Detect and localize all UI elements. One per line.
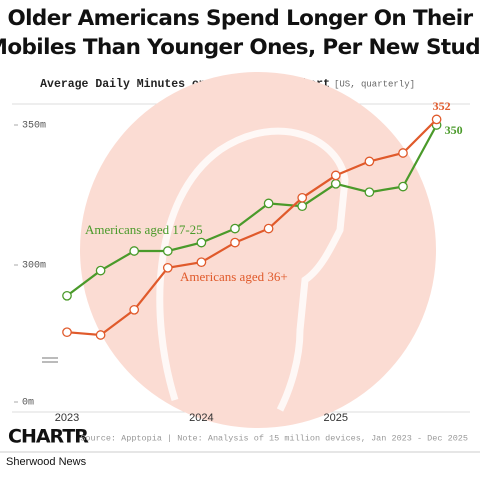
point bbox=[263, 198, 274, 209]
point bbox=[330, 170, 341, 181]
point bbox=[364, 187, 375, 198]
point bbox=[62, 290, 72, 301]
x-tick-label: 2023 bbox=[55, 412, 79, 424]
series-line bbox=[66, 124, 438, 297]
point bbox=[330, 178, 341, 189]
point bbox=[95, 330, 106, 340]
point bbox=[62, 327, 72, 338]
value-label: 352 bbox=[433, 99, 451, 113]
point bbox=[196, 237, 207, 248]
point bbox=[95, 265, 106, 276]
logo: CHARTR bbox=[8, 426, 89, 448]
value-label: 350 bbox=[445, 123, 463, 137]
source-note: Source: Apptopia | Note: Analysis of 15 … bbox=[80, 433, 468, 443]
point bbox=[129, 246, 140, 256]
point bbox=[364, 156, 375, 167]
chart-title: Older Americans Spend Longer On Their bbox=[7, 6, 473, 31]
point bbox=[129, 304, 140, 315]
background-circle bbox=[80, 72, 436, 428]
point bbox=[431, 114, 442, 125]
publisher: Sherwood News bbox=[6, 456, 87, 468]
decor-head bbox=[156, 127, 349, 412]
point bbox=[297, 201, 308, 212]
point bbox=[297, 192, 308, 203]
point bbox=[162, 262, 173, 273]
point bbox=[230, 237, 240, 248]
series-label: Americans aged 36+ bbox=[180, 269, 288, 284]
series-label: Americans aged 17-25 bbox=[85, 222, 203, 237]
point bbox=[263, 223, 274, 234]
chart-title: Mobiles Than Younger Ones, Per New Study bbox=[0, 35, 480, 60]
chart-subtitle-note: [US, quarterly] bbox=[334, 79, 415, 89]
y-tick-label: 350m bbox=[22, 121, 46, 132]
point bbox=[230, 223, 240, 234]
point bbox=[398, 181, 408, 192]
x-tick-label: 2024 bbox=[189, 412, 213, 424]
y-tick-label: 300m bbox=[22, 261, 46, 272]
series-line bbox=[66, 118, 438, 337]
point bbox=[162, 246, 173, 256]
point bbox=[196, 257, 207, 268]
x-tick-label: 2025 bbox=[324, 412, 348, 424]
point bbox=[398, 148, 408, 158]
y-tick-label: 0m bbox=[22, 398, 34, 409]
